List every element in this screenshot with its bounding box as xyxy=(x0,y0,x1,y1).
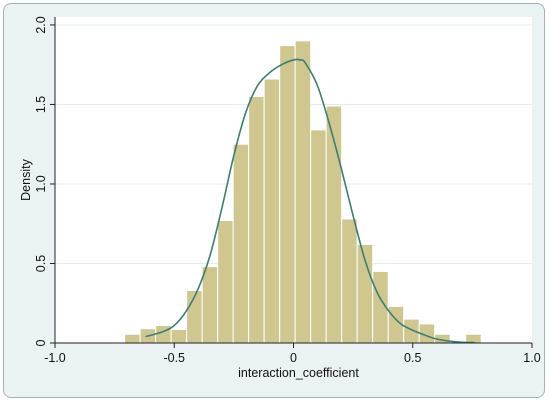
histogram-bar xyxy=(465,333,482,344)
histogram-bar xyxy=(124,333,141,344)
y-tick-label: 0 xyxy=(34,339,48,346)
histogram-bars xyxy=(124,40,482,344)
histogram-bar xyxy=(170,328,188,344)
density-curve-layer xyxy=(145,58,475,344)
x-axis-title: interaction_coefficient xyxy=(238,366,359,380)
x-tick-label: -1.0 xyxy=(44,351,66,365)
histogram-bar xyxy=(310,129,327,344)
axes: -1.0 -0.5 0 0.5 1.0 0 0.5 1.0 1.5 2.0 xyxy=(34,16,541,365)
y-tick-label: 2.0 xyxy=(34,16,48,33)
histogram-bar xyxy=(155,325,172,344)
y-tick-label: 0.5 xyxy=(34,255,48,272)
y-tick-label: 1.5 xyxy=(34,96,48,113)
histogram-bar xyxy=(263,78,281,344)
density-curve xyxy=(145,58,475,344)
x-tick-label: 1.0 xyxy=(523,351,540,365)
histogram-bar xyxy=(248,96,265,344)
x-tick-label: 0.5 xyxy=(404,351,421,365)
y-axis-title: Density xyxy=(19,158,33,200)
histogram-bar xyxy=(403,318,420,344)
y-tick-label: 1.0 xyxy=(34,175,48,192)
histogram-bar xyxy=(232,143,250,344)
histogram-bar xyxy=(279,45,296,344)
histogram-bar xyxy=(294,40,312,344)
histogram-bar xyxy=(217,220,234,344)
histogram-bar xyxy=(201,266,219,344)
x-tick-label: -0.5 xyxy=(163,351,185,365)
x-tick-label: 0 xyxy=(290,351,297,365)
histogram-bar xyxy=(341,218,358,344)
